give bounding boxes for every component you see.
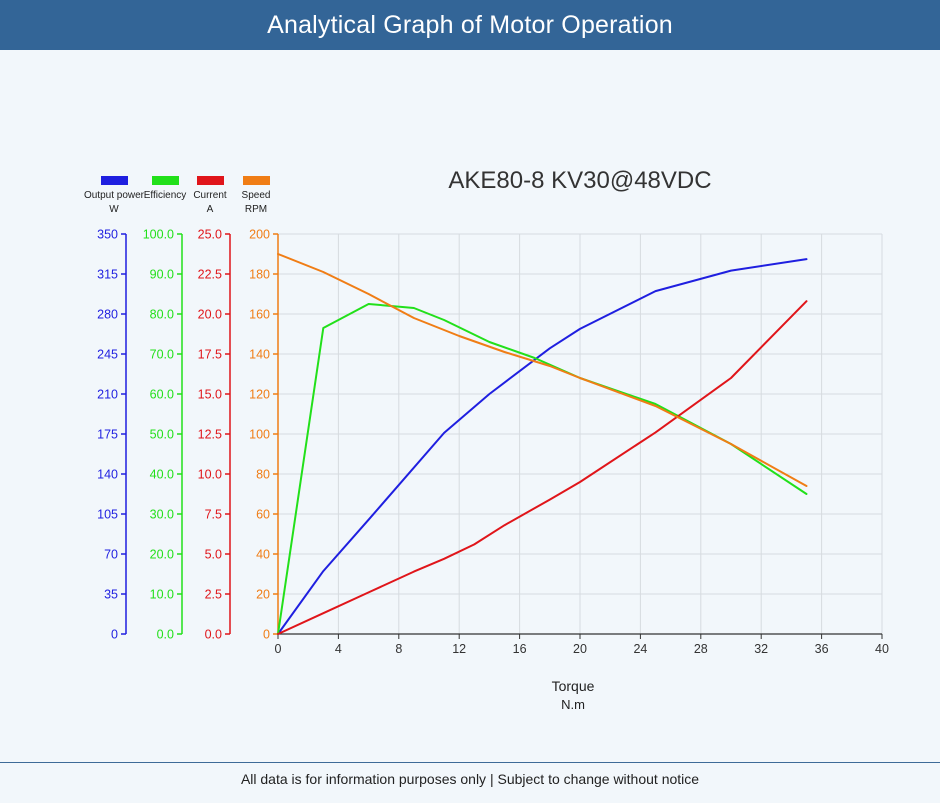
tick-label: 20 xyxy=(256,588,270,602)
tick-label: 40 xyxy=(256,548,270,562)
tick-label: 50.0 xyxy=(150,428,174,442)
tick-label: 15.0 xyxy=(198,388,222,402)
footer-note: All data is for information purposes onl… xyxy=(240,771,700,787)
legend-name: Speed xyxy=(242,190,271,201)
legend-item-output-power: Output power W xyxy=(84,176,145,215)
tick-label: 35 xyxy=(104,588,118,602)
motor-chart: 035701051401752102452803153500.010.020.0… xyxy=(84,167,889,712)
tick-label: 140 xyxy=(249,348,270,362)
legend: Output power W Efficiency Current A Speed RPM xyxy=(84,176,270,215)
x-tick-label: 16 xyxy=(513,642,527,656)
x-tick-label: 12 xyxy=(452,642,466,656)
tick-label: 80.0 xyxy=(150,308,174,322)
tick-label: 40.0 xyxy=(150,468,174,482)
tick-label: 22.5 xyxy=(198,268,222,282)
tick-label: 7.5 xyxy=(205,508,222,522)
tick-label: 30.0 xyxy=(150,508,174,522)
tick-label: 0 xyxy=(111,628,118,642)
y-axis-output-power: 0 35 70 105 140 175 210 245 280 315 350 xyxy=(97,228,127,642)
x-axis: 0 4 8 12 16 20 24 28 32 36 40 xyxy=(275,633,889,656)
legend-item-speed: Speed RPM xyxy=(242,176,271,215)
tick-label: 245 xyxy=(97,348,118,362)
chart-title: AKE80-8 KV30@48VDC xyxy=(448,167,711,194)
tick-label: 350 xyxy=(97,228,118,242)
legend-swatch xyxy=(152,176,179,185)
y-axis-current: 0.0 2.5 5.0 7.5 10.0 12.5 15.0 17.5 20.0 22.5 25.0 xyxy=(198,228,231,642)
tick-label: 0.0 xyxy=(205,628,222,642)
x-tick-label: 28 xyxy=(694,642,708,656)
page-title: Analytical Graph of Motor Operation xyxy=(267,10,673,39)
x-tick-label: 4 xyxy=(335,642,342,656)
tick-label: 160 xyxy=(249,308,270,322)
legend-name: Efficiency xyxy=(144,190,187,201)
tick-label: 105 xyxy=(97,508,118,522)
legend-item-efficiency: Efficiency xyxy=(144,176,187,201)
tick-label: 280 xyxy=(97,308,118,322)
x-tick-label: 36 xyxy=(815,642,829,656)
legend-item-current: Current A xyxy=(193,176,227,215)
x-tick-label: 20 xyxy=(573,642,587,656)
x-axis-unit: N.m xyxy=(561,697,585,712)
tick-label: 100 xyxy=(249,428,270,442)
x-tick-label: 8 xyxy=(395,642,402,656)
tick-label: 140 xyxy=(97,468,118,482)
tick-label: 100.0 xyxy=(143,228,174,242)
tick-label: 0 xyxy=(263,628,270,642)
tick-label: 70.0 xyxy=(150,348,174,362)
tick-label: 60.0 xyxy=(150,388,174,402)
tick-label: 0.0 xyxy=(157,628,174,642)
tick-label: 20.0 xyxy=(150,548,174,562)
x-tick-label: 32 xyxy=(754,642,768,656)
x-axis-label: Torque xyxy=(552,678,595,694)
tick-label: 10.0 xyxy=(150,588,174,602)
tick-label: 20.0 xyxy=(198,308,222,322)
legend-unit: W xyxy=(109,204,119,215)
grid xyxy=(278,233,883,634)
tick-label: 175 xyxy=(97,428,118,442)
tick-label: 2.5 xyxy=(205,588,222,602)
tick-label: 25.0 xyxy=(198,228,222,242)
tick-label: 200 xyxy=(249,228,270,242)
tick-label: 90.0 xyxy=(150,268,174,282)
tick-label: 12.5 xyxy=(198,428,222,442)
y-axes: 0 35 70 105 140 175 210 245 280 315 350 0.0 10.0 20.0… xyxy=(97,228,279,642)
tick-label: 180 xyxy=(249,268,270,282)
tick-label: 70 xyxy=(104,548,118,562)
tick-label: 10.0 xyxy=(198,468,222,482)
y-axis-speed: 0 20 40 60 80 100 120 140 160 180 200 xyxy=(249,228,279,642)
series-lines xyxy=(277,253,808,635)
y-axis-efficiency: 0.0 10.0 20.0 30.0 40.0 50.0 60.0 70.0 80.0 90.0 1… xyxy=(143,228,183,642)
x-tick-label: 24 xyxy=(633,642,647,656)
series-line-efficiency xyxy=(277,303,808,635)
legend-name: Output power xyxy=(84,190,145,201)
tick-label: 17.5 xyxy=(198,348,222,362)
x-tick-label: 40 xyxy=(875,642,889,656)
page-header: Analytical Graph of Motor Operation xyxy=(0,0,940,50)
legend-swatch xyxy=(243,176,270,185)
legend-swatch xyxy=(101,176,128,185)
legend-name: Current xyxy=(193,190,227,201)
legend-unit: A xyxy=(207,204,214,215)
series-line-speed xyxy=(277,253,808,487)
legend-swatch xyxy=(197,176,224,185)
tick-label: 315 xyxy=(97,268,118,282)
series-line-current xyxy=(277,300,808,635)
footer-divider xyxy=(0,762,940,763)
tick-label: 210 xyxy=(97,388,118,402)
series-line-output-power xyxy=(277,258,808,635)
tick-label: 60 xyxy=(256,508,270,522)
tick-label: 5.0 xyxy=(205,548,222,562)
tick-label: 120 xyxy=(249,388,270,402)
x-tick-label: 0 xyxy=(275,642,282,656)
legend-unit: RPM xyxy=(245,204,267,215)
tick-label: 80 xyxy=(256,468,270,482)
